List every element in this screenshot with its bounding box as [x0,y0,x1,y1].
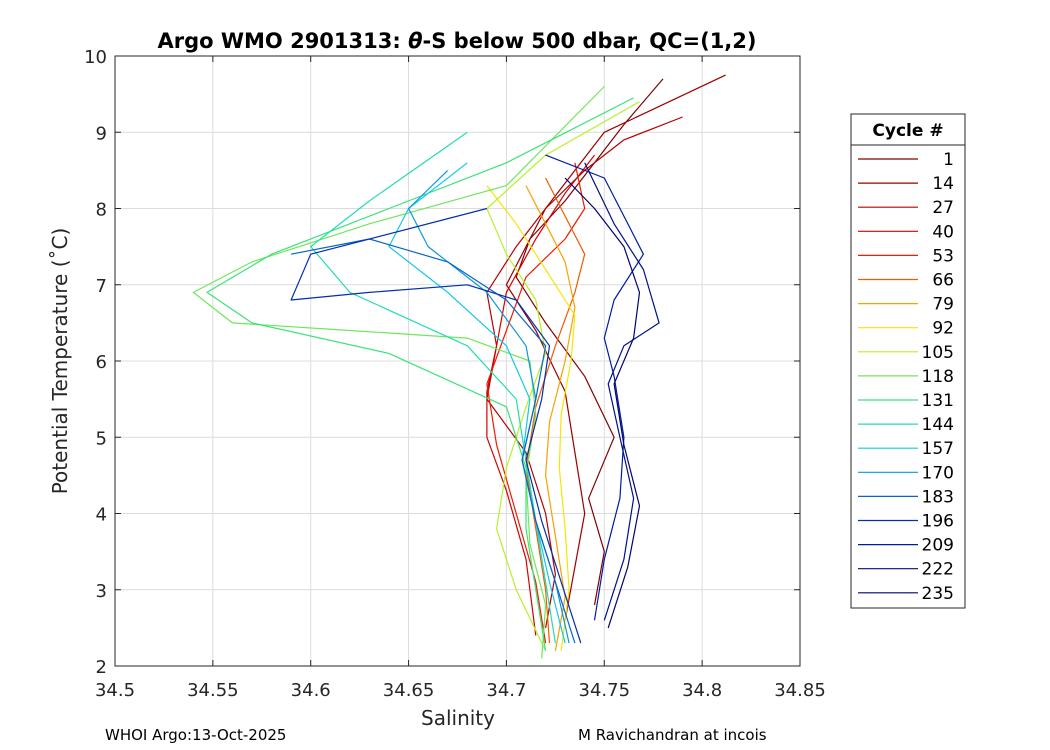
profile-line-cycle-92 [486,185,576,651]
legend-label: 235 [922,584,954,604]
legend-label: 222 [922,560,954,580]
y-tick-label: 3 [96,581,107,602]
x-tick-label: 34.65 [383,680,435,701]
legend-label: 183 [922,487,954,507]
profile-lines [192,74,726,659]
x-tick-label: 34.5 [95,680,135,701]
profile-line-cycle-170 [408,169,570,644]
profile-line-cycle-157 [388,162,566,644]
legend-label: 92 [932,319,954,339]
legend-label: 79 [932,295,954,315]
chart-title: Argo WMO 2901313: θ-S below 500 dbar, QC… [157,29,756,53]
legend-entries: 1 14 27 40 53 66 79 92 105 118 131 144 157 170 183 196 2… [858,150,954,604]
grid [114,55,801,667]
x-axis-label: Salinity [421,706,495,730]
legend-label: 131 [922,391,954,411]
legend-box [850,113,966,609]
legend-label: 14 [932,174,954,194]
legend-label: 1 [943,150,954,170]
y-tick-label: 2 [96,657,107,678]
y-tick-labels: 2 3 4 5 6 7 8 9 10 [84,47,107,678]
x-tick-label: 34.6 [291,680,331,701]
legend-title: Cycle # [872,121,943,141]
axis-ticks [114,55,801,667]
legend-label: 170 [922,463,954,483]
profile-line-cycle-105 [486,101,640,652]
y-tick-label: 7 [96,276,107,297]
profile-line-cycle-27 [486,116,683,629]
legend-label: 105 [922,343,954,363]
y-tick-label: 10 [84,47,107,68]
x-tick-label: 34.8 [682,680,722,701]
y-tick-label: 9 [96,123,107,144]
profile-line-cycle-118 [192,86,605,659]
profile-line-cycle-209 [545,154,645,621]
x-tick-label: 34.55 [187,680,239,701]
footer-right: M Ravichandran at incois [578,726,767,744]
profile-line-cycle-144 [310,131,556,644]
y-tick-label: 6 [96,352,107,373]
x-tick-label: 34.7 [486,680,526,701]
legend-label: 157 [922,439,954,459]
legend-label: 196 [922,512,954,532]
x-tick-label: 34.75 [579,680,631,701]
profile-line-cycle-40 [486,154,595,636]
y-tick-label: 8 [96,200,107,221]
footer-left: WHOI Argo:13-Oct-2025 [105,726,286,744]
y-tick-label: 4 [96,505,107,526]
legend-label: 66 [932,271,954,291]
legend-label: 27 [932,198,954,218]
legend: Cycle # 1 14 27 40 53 66 79 92 105 118 131 144 157 17… [850,113,966,609]
legend-label: 53 [932,246,954,266]
profile-line-cycle-183 [290,238,576,644]
profile-line-cycle-196 [290,207,582,644]
profile-line-cycle-131 [206,97,634,651]
profile-line-cycle-235 [564,177,641,629]
x-tick-label: 34.85 [774,680,826,701]
profile-line-cycle-79 [525,185,576,651]
legend-label: 118 [922,367,954,387]
y-tick-label: 5 [96,428,107,449]
x-tick-labels: 34.5 34.55 34.6 34.65 34.7 34.75 34.8 34.85 [95,680,826,701]
profile-line-cycle-53 [486,162,586,644]
profile-line-cycle-1 [515,78,664,606]
legend-label: 40 [932,222,954,242]
y-axis-label: Potential Temperature (˚C) [48,228,72,495]
legend-label: 209 [922,536,954,556]
profile-line-cycle-222 [584,162,660,621]
legend-label: 144 [922,415,954,435]
